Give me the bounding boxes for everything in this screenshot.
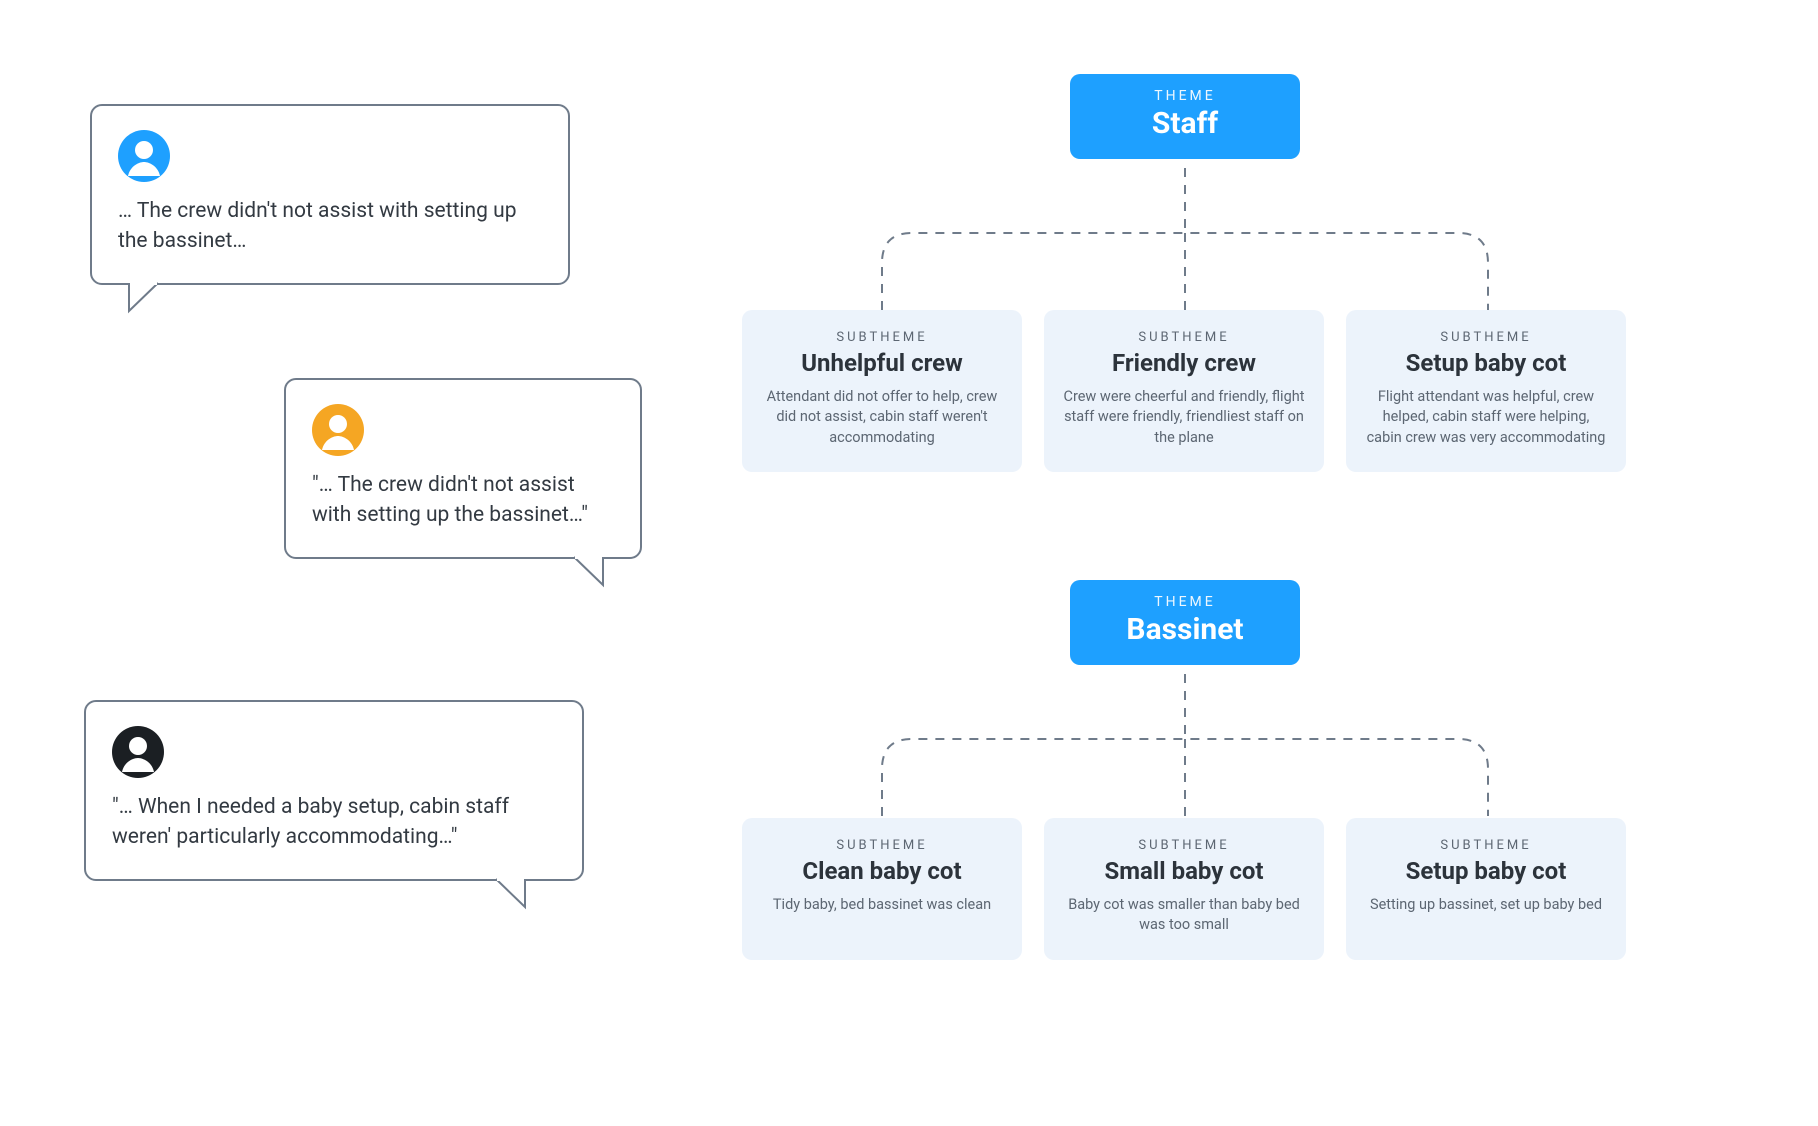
theme-title: Bassinet: [1100, 612, 1270, 647]
subtheme-title: Unhelpful crew: [760, 349, 1004, 377]
theme-label: THEME: [1100, 88, 1270, 104]
avatar-icon: [312, 404, 364, 456]
theme-title: Staff: [1100, 106, 1270, 141]
subtheme-desc: Setting up bassinet, set up baby bed: [1364, 895, 1608, 915]
subtheme-desc: Tidy baby, bed bassinet was clean: [760, 895, 1004, 915]
subtheme-desc: Crew were cheerful and friendly, flight …: [1062, 387, 1306, 448]
theme-box-staff: THEME Staff: [1070, 74, 1300, 159]
subtheme-desc: Flight attendant was helpful, crew helpe…: [1364, 387, 1608, 448]
subtheme-label: SUBTHEME: [1364, 838, 1608, 853]
subtheme-title: Friendly crew: [1062, 349, 1306, 377]
subtheme-card: SUBTHEME Setup baby cot Setting up bassi…: [1346, 818, 1626, 960]
speech-tail-icon: [570, 557, 604, 591]
speech-bubble-2: "… The crew didn't not assist with setti…: [284, 378, 642, 559]
diagram-canvas: … The crew didn't not assist with settin…: [0, 0, 1818, 1126]
theme-label: THEME: [1100, 594, 1270, 610]
subtheme-card: SUBTHEME Clean baby cot Tidy baby, bed b…: [742, 818, 1022, 960]
subtheme-label: SUBTHEME: [1364, 330, 1608, 345]
subtheme-card: SUBTHEME Unhelpful crew Attendant did no…: [742, 310, 1022, 472]
bubble-text: "… The crew didn't not assist with setti…: [312, 470, 614, 531]
connector-lines: [760, 168, 1610, 318]
avatar-icon: [118, 130, 170, 182]
subtheme-label: SUBTHEME: [760, 838, 1004, 853]
bubble-text: … The crew didn't not assist with settin…: [118, 196, 542, 257]
subtheme-label: SUBTHEME: [760, 330, 1004, 345]
subtheme-label: SUBTHEME: [1062, 330, 1306, 345]
subtheme-desc: Baby cot was smaller than baby bed was t…: [1062, 895, 1306, 936]
subtheme-title: Small baby cot: [1062, 857, 1306, 885]
subtheme-card: SUBTHEME Friendly crew Crew were cheerfu…: [1044, 310, 1324, 472]
connector-lines: [760, 674, 1610, 824]
subtheme-desc: Attendant did not offer to help, crew di…: [760, 387, 1004, 448]
subtheme-title: Setup baby cot: [1364, 349, 1608, 377]
subtheme-row-staff: SUBTHEME Unhelpful crew Attendant did no…: [742, 310, 1626, 472]
subtheme-card: SUBTHEME Small baby cot Baby cot was sma…: [1044, 818, 1324, 960]
subtheme-row-bassinet: SUBTHEME Clean baby cot Tidy baby, bed b…: [742, 818, 1626, 960]
speech-bubble-3: "… When I needed a baby setup, cabin sta…: [84, 700, 584, 881]
speech-tail-icon: [492, 879, 526, 913]
bubble-text: "… When I needed a baby setup, cabin sta…: [112, 792, 556, 853]
theme-box-bassinet: THEME Bassinet: [1070, 580, 1300, 665]
avatar-icon: [112, 726, 164, 778]
subtheme-label: SUBTHEME: [1062, 838, 1306, 853]
speech-bubble-1: … The crew didn't not assist with settin…: [90, 104, 570, 285]
subtheme-card: SUBTHEME Setup baby cot Flight attendant…: [1346, 310, 1626, 472]
speech-tail-icon: [128, 283, 162, 317]
subtheme-title: Clean baby cot: [760, 857, 1004, 885]
subtheme-title: Setup baby cot: [1364, 857, 1608, 885]
